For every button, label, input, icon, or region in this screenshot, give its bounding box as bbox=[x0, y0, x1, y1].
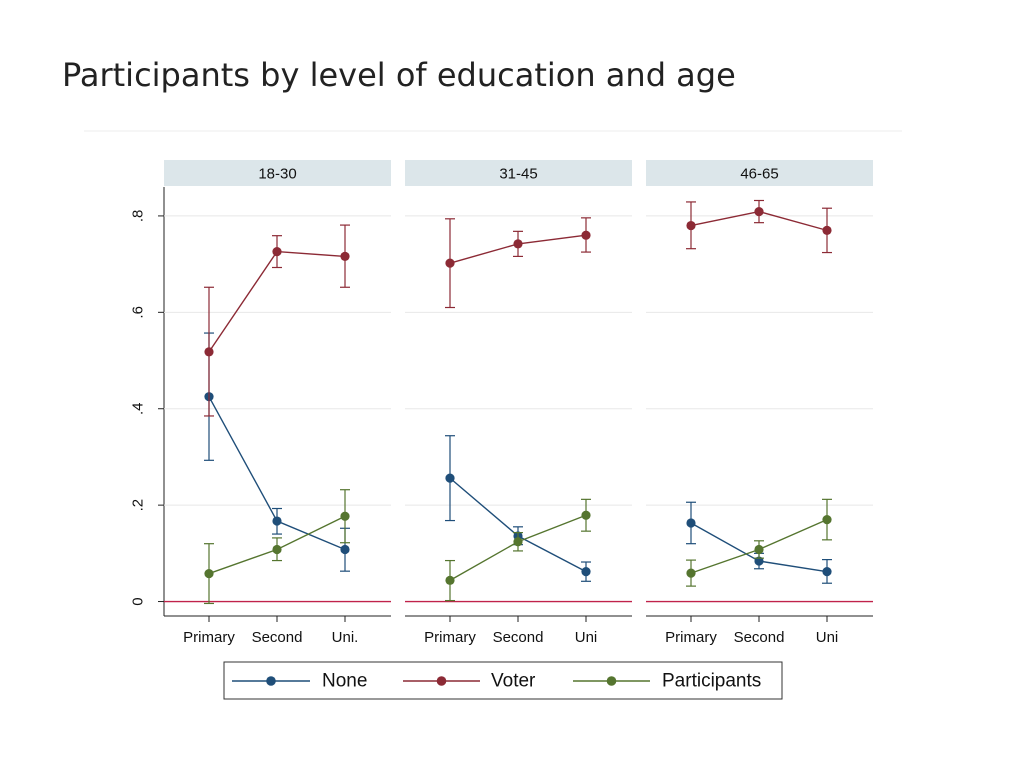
panel-strip-label: 31-45 bbox=[499, 166, 537, 183]
x-tick-label: Second bbox=[493, 629, 544, 646]
data-point bbox=[686, 220, 696, 231]
legend-label: Voter bbox=[491, 671, 536, 692]
x-tick-label: Second bbox=[252, 629, 303, 646]
series-voter bbox=[686, 199, 832, 254]
legend-swatch-marker bbox=[266, 676, 276, 686]
data-point bbox=[686, 518, 696, 528]
series-voter bbox=[445, 217, 591, 309]
data-point bbox=[445, 258, 455, 268]
data-point bbox=[581, 230, 591, 240]
series-none bbox=[204, 332, 350, 572]
data-point bbox=[272, 516, 282, 526]
legend-box bbox=[223, 661, 783, 700]
y-tick-label: .4 bbox=[130, 402, 147, 415]
series-participants bbox=[686, 498, 832, 587]
data-point bbox=[204, 347, 214, 357]
data-point bbox=[822, 225, 832, 235]
data-point bbox=[822, 567, 832, 577]
x-tick-label: Primary bbox=[424, 629, 476, 646]
data-point bbox=[513, 537, 523, 547]
series-voter bbox=[204, 224, 350, 417]
data-point bbox=[204, 568, 214, 579]
series-none bbox=[445, 435, 591, 582]
panel-31-45: 31-45 Primary Second Uni bbox=[405, 160, 632, 646]
x-tick-label: Uni bbox=[816, 629, 839, 646]
legend-swatch-marker bbox=[606, 676, 617, 686]
y-axis: 0 .2 .4 .6 .8 bbox=[130, 187, 165, 616]
legend-swatch-marker bbox=[436, 676, 447, 686]
data-point bbox=[686, 568, 696, 578]
data-point bbox=[445, 575, 455, 585]
slide-title: Participants by level of education and a… bbox=[62, 56, 736, 94]
data-point bbox=[340, 544, 350, 555]
panel-18-30: 18-30 Primary Second Uni. bbox=[164, 160, 391, 646]
data-point bbox=[754, 206, 764, 217]
x-tick-label: Uni bbox=[575, 629, 598, 646]
panel-strip bbox=[405, 160, 632, 186]
x-tick-label: Primary bbox=[665, 629, 717, 646]
legend-item-participants: Participants bbox=[573, 671, 761, 692]
panel-strip-label: 46-65 bbox=[740, 166, 778, 183]
data-point bbox=[754, 544, 764, 555]
series-line bbox=[449, 477, 587, 573]
data-point bbox=[513, 239, 523, 249]
y-tick-label: .8 bbox=[130, 210, 147, 223]
x-tick-label: Primary bbox=[183, 629, 235, 646]
y-tick-label: .6 bbox=[130, 306, 147, 319]
data-point bbox=[822, 514, 832, 525]
panel-strip-label: 18-30 bbox=[258, 166, 296, 183]
panels: 18-30 Primary Second Uni. 31-45 Primary Second… bbox=[164, 160, 873, 646]
data-point bbox=[445, 473, 455, 483]
legend-item-voter: Voter bbox=[403, 671, 536, 692]
legend-label: None bbox=[322, 671, 367, 692]
y-tick-label: 0 bbox=[130, 597, 147, 605]
legend-item-none: None bbox=[232, 671, 367, 692]
legend: None Voter Participants bbox=[223, 661, 783, 700]
data-point bbox=[340, 511, 350, 521]
data-point bbox=[272, 246, 282, 257]
x-tick-label: Second bbox=[734, 629, 785, 646]
panel-46-65: 46-65 Primary Second Uni bbox=[646, 160, 873, 646]
data-point bbox=[581, 567, 591, 577]
legend-label: Participants bbox=[662, 671, 761, 692]
y-tick-label: .2 bbox=[130, 499, 147, 512]
data-point bbox=[340, 251, 350, 262]
series-participants bbox=[445, 498, 591, 602]
data-point bbox=[272, 544, 282, 555]
series-none bbox=[686, 501, 832, 584]
x-tick-label: Uni. bbox=[332, 629, 359, 646]
data-point bbox=[581, 510, 591, 520]
panel-strip bbox=[646, 160, 873, 186]
series-participants bbox=[204, 489, 350, 605]
panel-strip bbox=[164, 160, 391, 186]
